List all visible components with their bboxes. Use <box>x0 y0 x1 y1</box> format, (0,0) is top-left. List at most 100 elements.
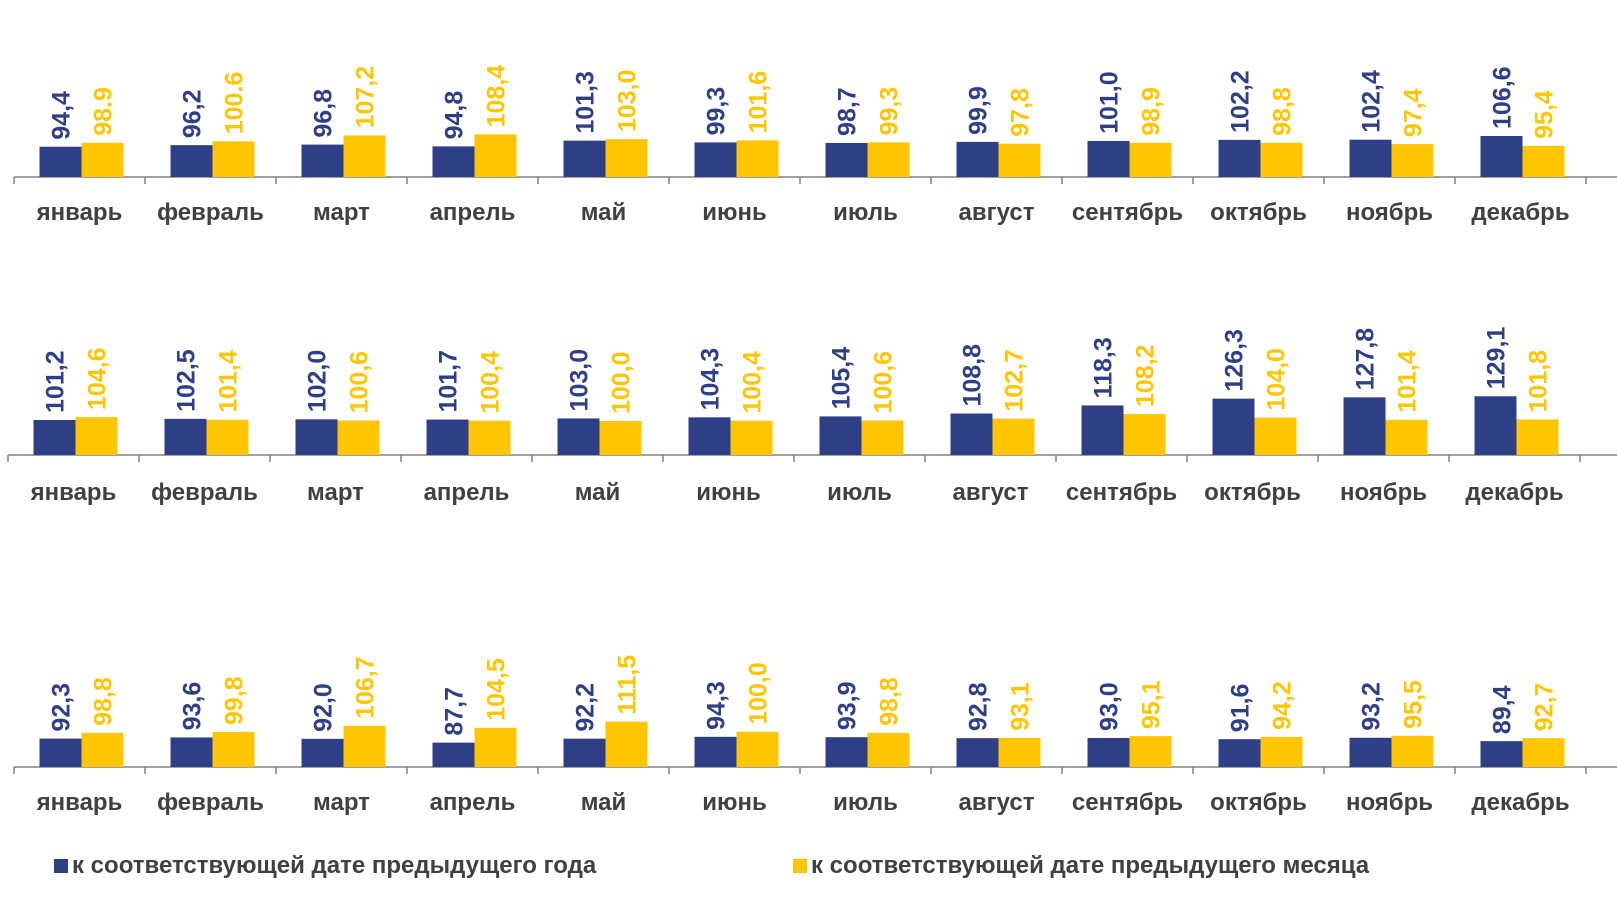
bar-previous-month <box>474 727 517 767</box>
data-label-previous-month: 108,4 <box>483 65 511 128</box>
data-label-previous-year: 96,2 <box>179 89 207 138</box>
category-label: август <box>953 479 1029 506</box>
bar-previous-year <box>164 418 207 455</box>
bar-previous-year <box>39 146 82 177</box>
bar-chart-1: 94,4 98.9 январь 96,2 100.6 февраль 96,8 107,2 м… <box>13 65 1617 226</box>
data-label-previous-month: 95,1 <box>1138 680 1166 729</box>
category-label: ноябрь <box>1346 199 1433 226</box>
bar-previous-year <box>688 417 731 455</box>
bar-previous-month <box>81 732 124 767</box>
bar-previous-month <box>337 420 380 455</box>
bar-previous-year <box>1087 737 1130 767</box>
data-label-previous-year: 118,3 <box>1090 337 1118 398</box>
bar-previous-month <box>1260 142 1303 177</box>
bar-previous-year <box>825 737 868 767</box>
bar-previous-month <box>867 142 910 177</box>
data-label-previous-month: 99,3 <box>876 87 904 136</box>
bar-previous-month <box>736 731 779 767</box>
category-label: ноябрь <box>1346 789 1433 816</box>
data-label-previous-month: 111,5 <box>614 655 642 715</box>
category-label: апрель <box>430 789 516 816</box>
data-label-previous-month: 100,4 <box>477 351 505 414</box>
data-label-previous-month: 99,8 <box>221 676 249 725</box>
data-label-previous-year: 101,0 <box>1096 71 1124 134</box>
bar-previous-year <box>1343 397 1386 455</box>
bar-previous-year <box>170 145 213 177</box>
bar-previous-year <box>825 142 868 177</box>
bar-previous-year <box>819 416 862 455</box>
data-label-previous-month: 101,8 <box>1525 350 1553 413</box>
data-label-previous-year: 94,3 <box>703 681 731 730</box>
category-label: март <box>307 479 364 506</box>
bar-previous-month <box>474 134 517 177</box>
data-label-previous-month: 94,2 <box>1269 681 1297 730</box>
data-label-previous-year: 127,8 <box>1352 328 1380 391</box>
data-label-previous-year: 108,8 <box>959 344 987 407</box>
bar-previous-year <box>1218 139 1261 177</box>
data-label-previous-month: 100,0 <box>745 662 773 725</box>
category-label: январь <box>36 789 123 816</box>
data-label-previous-month: 95,5 <box>1400 680 1428 729</box>
data-label-previous-year: 101,7 <box>435 350 463 413</box>
category-label: август <box>959 789 1035 816</box>
category-label: февраль <box>151 479 258 506</box>
bar-previous-month <box>1516 419 1559 455</box>
data-label-previous-month: 102,7 <box>1001 349 1029 412</box>
bar-previous-month <box>1129 736 1172 767</box>
bar-previous-year <box>426 419 469 455</box>
data-label-previous-year: 93,0 <box>1096 682 1124 731</box>
bar-previous-month <box>343 135 386 177</box>
category-label: май <box>575 479 621 506</box>
data-label-previous-month: 93,1 <box>1007 682 1035 731</box>
data-label-previous-month: 107,2 <box>352 66 380 129</box>
category-label: декабрь <box>1465 479 1563 506</box>
category-label: август <box>959 199 1035 226</box>
bar-previous-month <box>343 725 386 767</box>
data-label-previous-year: 92,3 <box>48 683 76 732</box>
category-label: октябрь <box>1210 789 1307 816</box>
category-label: апрель <box>430 199 516 226</box>
bar-previous-year <box>1349 737 1392 767</box>
data-label-previous-year: 106,6 <box>1489 66 1517 129</box>
data-label-previous-month: 98,8 <box>1269 87 1297 136</box>
data-label-previous-month: 95,4 <box>1531 90 1559 139</box>
bar-previous-year <box>694 142 737 177</box>
data-label-previous-year: 89,4 <box>1489 685 1517 734</box>
bar-previous-month <box>1385 419 1428 455</box>
bar-previous-month <box>1522 738 1565 767</box>
data-label-previous-year: 99,3 <box>703 87 731 136</box>
data-label-previous-year: 103,0 <box>566 349 594 412</box>
data-label-previous-month: 103,0 <box>614 70 642 133</box>
bar-previous-year <box>1474 396 1517 455</box>
legend-swatch-previous-year <box>54 859 68 873</box>
bar-previous-year <box>950 413 993 455</box>
data-label-previous-month: 101,4 <box>215 350 243 413</box>
data-label-previous-year: 105,4 <box>828 347 856 410</box>
bar-previous-month <box>998 737 1041 767</box>
data-label-previous-year: 98,7 <box>834 87 862 136</box>
category-label: март <box>313 199 370 226</box>
data-label-previous-year: 99,9 <box>965 86 993 135</box>
data-label-previous-month: 104,6 <box>84 348 112 411</box>
data-label-previous-month: 97,4 <box>1400 88 1428 137</box>
bar-previous-year <box>295 419 338 455</box>
data-label-previous-year: 102,4 <box>1358 70 1386 133</box>
data-label-previous-year: 93,6 <box>179 682 207 731</box>
data-label-previous-year: 92,0 <box>310 683 338 732</box>
category-label: апрель <box>424 479 510 506</box>
bar-previous-year <box>301 738 344 767</box>
legend-item-previous-month: к соответствующей дате предыдущего месяц… <box>793 852 1369 880</box>
bar-chart-3: 92,3 98,8 январь 93,6 99,8 февраль 92,0 106,7 ма… <box>13 655 1617 816</box>
bar-previous-month <box>1260 736 1303 767</box>
bar-previous-year <box>1480 741 1523 767</box>
bar-previous-year <box>432 742 475 767</box>
legend-label-previous-month: к соответствующей дате предыдущего месяц… <box>811 852 1370 879</box>
bar-previous-month <box>81 142 124 177</box>
data-label-previous-month: 104,0 <box>1263 348 1291 411</box>
category-label: сентябрь <box>1072 789 1183 816</box>
category-label: июль <box>833 199 898 226</box>
data-label-previous-year: 129,1 <box>1483 327 1511 390</box>
charts-canvas: 94,4 98.9 январь 96,2 100.6 февраль 96,8 107,2 м… <box>7 65 1617 816</box>
bar-previous-month <box>605 721 648 767</box>
category-label: ноябрь <box>1340 479 1427 506</box>
